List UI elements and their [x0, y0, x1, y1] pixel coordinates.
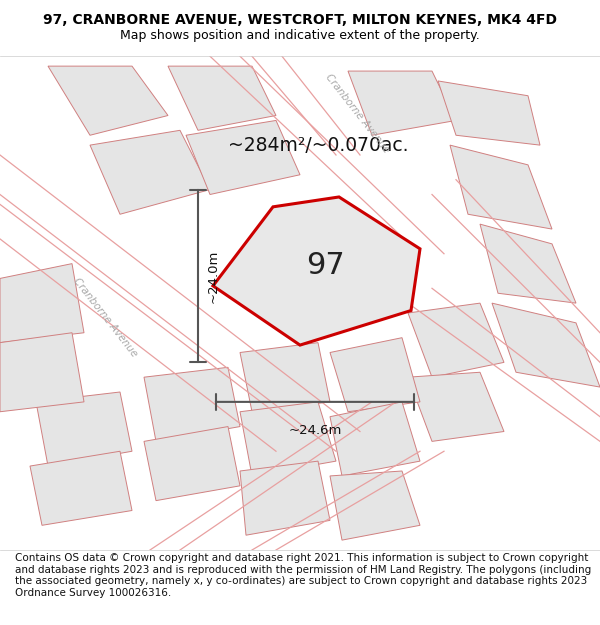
Text: Map shows position and indicative extent of the property.: Map shows position and indicative extent…	[120, 29, 480, 42]
Text: Cranborne Avenue: Cranborne Avenue	[323, 72, 391, 154]
Polygon shape	[0, 264, 84, 342]
Polygon shape	[408, 372, 504, 441]
Polygon shape	[492, 303, 600, 387]
Text: Contains OS data © Crown copyright and database right 2021. This information is : Contains OS data © Crown copyright and d…	[15, 553, 591, 598]
Polygon shape	[144, 426, 240, 501]
Polygon shape	[240, 402, 336, 476]
Polygon shape	[48, 66, 168, 135]
Polygon shape	[450, 145, 552, 229]
Polygon shape	[186, 121, 300, 194]
Polygon shape	[480, 224, 576, 303]
Polygon shape	[408, 303, 504, 377]
Polygon shape	[213, 197, 420, 345]
Polygon shape	[240, 342, 330, 412]
Polygon shape	[90, 130, 210, 214]
Text: 97: 97	[307, 251, 346, 280]
Polygon shape	[168, 66, 276, 130]
Text: 97, CRANBORNE AVENUE, WESTCROFT, MILTON KEYNES, MK4 4FD: 97, CRANBORNE AVENUE, WESTCROFT, MILTON …	[43, 12, 557, 26]
Polygon shape	[0, 332, 84, 412]
Polygon shape	[438, 81, 540, 145]
Text: Cranborne Avenue: Cranborne Avenue	[71, 276, 139, 359]
Text: ~24.0m: ~24.0m	[207, 249, 220, 302]
Polygon shape	[348, 71, 456, 135]
Polygon shape	[36, 392, 132, 466]
Text: ~284m²/~0.070ac.: ~284m²/~0.070ac.	[228, 136, 408, 154]
Polygon shape	[30, 451, 132, 525]
Polygon shape	[240, 461, 330, 535]
Text: ~24.6m: ~24.6m	[289, 424, 341, 437]
Polygon shape	[330, 338, 420, 412]
Polygon shape	[330, 402, 420, 476]
Polygon shape	[144, 368, 240, 441]
Polygon shape	[330, 471, 420, 540]
